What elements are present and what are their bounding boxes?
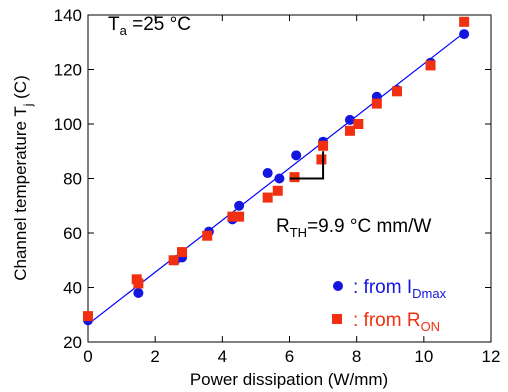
data-point-circle bbox=[291, 150, 302, 161]
x-axis-ticks: 0 2 4 6 8 10 12 bbox=[83, 15, 500, 366]
data-point-square bbox=[133, 278, 144, 289]
data-point-circle bbox=[133, 287, 144, 298]
data-point-circle bbox=[344, 114, 355, 125]
ambient-temperature-annotation: Ta =25 °C bbox=[108, 14, 191, 38]
rth-bracket bbox=[289, 151, 325, 180]
y-tick-label: 100 bbox=[54, 115, 82, 134]
data-point-square bbox=[289, 172, 300, 183]
data-point-square bbox=[344, 125, 355, 136]
series-group bbox=[83, 16, 470, 326]
y-axis-ticks: 20 40 60 80 100 120 140 bbox=[54, 6, 491, 352]
ambient-rest: =25 °C bbox=[127, 14, 191, 35]
data-point-square bbox=[262, 192, 273, 203]
ambient-sub: a bbox=[120, 23, 128, 38]
y-tick-label: 20 bbox=[63, 333, 82, 352]
data-point-circle bbox=[234, 200, 245, 211]
data-point-square bbox=[353, 119, 364, 129]
y-axis-label-main: Channel temperature T bbox=[11, 106, 30, 281]
legend-label-ron-sub: ON bbox=[421, 319, 441, 334]
rth-annotation: RTH=9.9 °C mm/W bbox=[276, 216, 431, 240]
y-tick-label: 140 bbox=[54, 6, 82, 25]
data-point-square bbox=[83, 311, 93, 322]
legend-label-idmax-sub: Dmax bbox=[412, 286, 446, 301]
y-tick-label: 40 bbox=[63, 279, 82, 298]
x-tick-label: 4 bbox=[218, 347, 227, 366]
y-axis-label: Channel temperature Tj (C) bbox=[11, 75, 35, 281]
data-point-square bbox=[371, 98, 382, 109]
data-point-circle bbox=[459, 29, 470, 40]
legend: : from IDmax : from RON bbox=[332, 277, 447, 334]
legend-label-ron: : from RON bbox=[353, 310, 440, 334]
data-point-square bbox=[272, 185, 283, 196]
y-axis-label-sub: j bbox=[21, 104, 35, 108]
data-point-square bbox=[227, 211, 238, 222]
data-point-square bbox=[391, 86, 402, 97]
x-tick-label: 10 bbox=[414, 347, 433, 366]
y-tick-label: 80 bbox=[63, 170, 82, 189]
x-tick-label: 2 bbox=[150, 347, 159, 366]
data-point-circle bbox=[262, 168, 273, 179]
legend-marker-circle bbox=[333, 281, 343, 291]
x-axis-label: Power dissipation (W/mm) bbox=[190, 370, 388, 389]
legend-label-idmax: : from IDmax bbox=[353, 277, 447, 301]
legend-label-ron-prefix: : from R bbox=[353, 310, 421, 331]
ambient-main: T bbox=[108, 14, 120, 35]
data-point-square bbox=[202, 230, 213, 241]
data-point-square bbox=[316, 154, 327, 165]
legend-marker-square bbox=[332, 314, 342, 324]
x-tick-label: 12 bbox=[482, 347, 501, 366]
data-point-square bbox=[177, 247, 188, 258]
data-point-square bbox=[168, 255, 179, 266]
data-point-circle bbox=[274, 173, 285, 184]
rth-rest: =9.9 °C mm/W bbox=[307, 216, 431, 237]
legend-label-idmax-prefix: : from I bbox=[353, 277, 412, 298]
y-tick-label: 60 bbox=[63, 224, 82, 243]
y-axis-label-unit: (C) bbox=[11, 75, 30, 103]
x-tick-label: 0 bbox=[83, 347, 92, 366]
series-2 bbox=[83, 16, 470, 322]
data-point-square bbox=[234, 211, 245, 222]
x-tick-label: 8 bbox=[352, 347, 361, 366]
x-tick-label: 6 bbox=[285, 347, 294, 366]
data-point-square bbox=[459, 16, 470, 27]
data-point-square bbox=[425, 60, 436, 71]
data-point-square bbox=[318, 140, 329, 151]
rth-main: R bbox=[276, 216, 290, 237]
rth-sub: TH bbox=[290, 225, 307, 240]
y-tick-label: 120 bbox=[54, 61, 82, 80]
